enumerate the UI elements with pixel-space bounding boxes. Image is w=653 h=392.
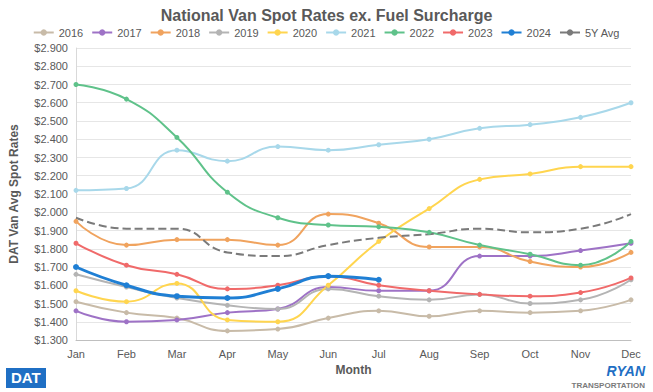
svg-text:$2.800: $2.800 [34, 60, 68, 72]
svg-text:May: May [267, 348, 288, 360]
svg-text:Jan: Jan [67, 348, 85, 360]
svg-text:Nov: Nov [571, 348, 591, 360]
svg-text:$2.900: $2.900 [34, 42, 68, 54]
svg-text:2021: 2021 [351, 27, 375, 39]
svg-text:RYAN: RYAN [607, 363, 646, 379]
svg-text:Month: Month [336, 363, 372, 377]
svg-text:Jun: Jun [319, 348, 337, 360]
svg-text:$2.000: $2.000 [34, 206, 68, 218]
svg-text:National Van Spot Rates ex. Fu: National Van Spot Rates ex. Fuel Surchar… [161, 7, 493, 24]
svg-text:Feb: Feb [117, 348, 136, 360]
svg-text:DAT Van Avg Spot Rates: DAT Van Avg Spot Rates [7, 124, 21, 264]
svg-text:Mar: Mar [167, 348, 186, 360]
svg-text:DAT: DAT [11, 369, 41, 386]
svg-text:2019: 2019 [234, 27, 258, 39]
svg-text:Sep: Sep [470, 348, 490, 360]
svg-text:Jul: Jul [372, 348, 386, 360]
svg-text:$2.400: $2.400 [34, 133, 68, 145]
svg-text:5Y Avg: 5Y Avg [585, 27, 619, 39]
svg-text:$1.900: $1.900 [34, 225, 68, 237]
svg-text:Oct: Oct [522, 348, 539, 360]
svg-text:$2.100: $2.100 [34, 188, 68, 200]
svg-text:2018: 2018 [176, 27, 200, 39]
svg-text:$1.600: $1.600 [34, 279, 68, 291]
svg-text:$1.300: $1.300 [34, 334, 68, 346]
svg-text:Aug: Aug [419, 348, 439, 360]
svg-text:$2.500: $2.500 [34, 115, 68, 127]
svg-text:$2.600: $2.600 [34, 97, 68, 109]
svg-text:TRANSPORTATION: TRANSPORTATION [572, 381, 646, 390]
svg-text:$2.700: $2.700 [34, 79, 68, 91]
svg-text:$1.500: $1.500 [34, 298, 68, 310]
svg-text:Dec: Dec [621, 348, 641, 360]
svg-text:$1.800: $1.800 [34, 243, 68, 255]
svg-text:2016: 2016 [59, 27, 83, 39]
svg-text:2024: 2024 [527, 27, 551, 39]
svg-text:$2.200: $2.200 [34, 170, 68, 182]
svg-text:2023: 2023 [468, 27, 492, 39]
svg-text:2020: 2020 [293, 27, 317, 39]
svg-text:$1.400: $1.400 [34, 316, 68, 328]
svg-text:$2.300: $2.300 [34, 152, 68, 164]
svg-text:2017: 2017 [117, 27, 141, 39]
svg-text:$1.700: $1.700 [34, 261, 68, 273]
svg-text:2022: 2022 [410, 27, 434, 39]
svg-text:Apr: Apr [219, 348, 236, 360]
